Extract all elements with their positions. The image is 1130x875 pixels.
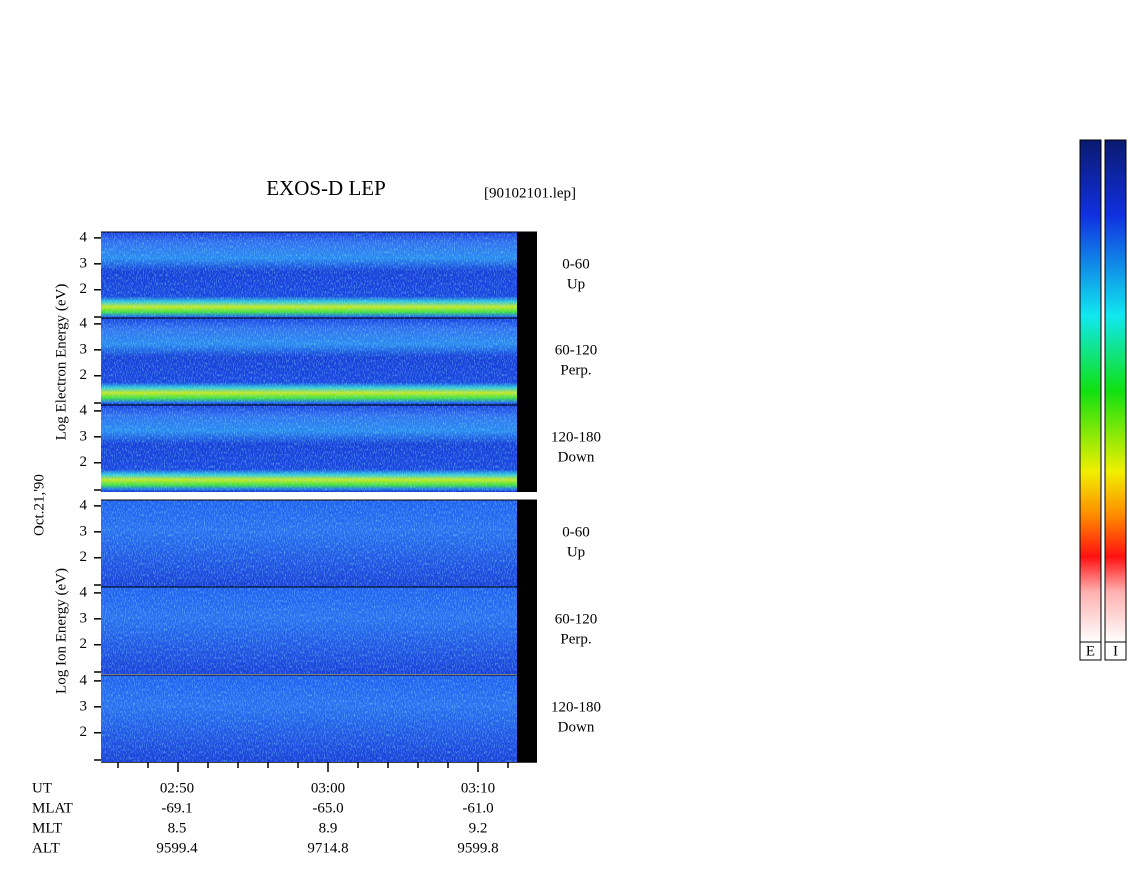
orbit-value: 9599.8 [457,840,498,856]
file-name: [90102101.lep] [484,185,576,201]
spectrogram-texture [101,318,517,405]
y-axis-label: Log Ion Energy (eV) [53,568,69,694]
spectrogram-texture [101,587,517,674]
colorbar-label-box [1104,641,1127,661]
direction: Down [558,719,595,735]
orbit-value: 03:10 [461,780,495,796]
orbit-label: UT [32,780,52,796]
orbit-label: ALT [32,840,60,856]
orbit-value: 8.9 [319,820,338,836]
orbit-label: MLT [32,820,62,836]
spectrogram-texture [101,675,517,762]
y-tick-label: 3 [80,610,88,626]
spectrogram-texture [101,232,517,319]
direction: Perp. [560,631,591,647]
orbit-value: 9714.8 [307,840,348,856]
pitch-angle: 0-60 [562,524,590,540]
y-tick-label: 4 [80,584,88,600]
y-tick-label: 2 [80,636,88,652]
y-tick-label: 4 [80,315,88,331]
orbit-value: -69.1 [161,800,192,816]
pitch-angle: 60-120 [555,342,598,358]
orbit-value: 03:00 [311,780,345,796]
y-tick-label: 2 [80,454,88,470]
pitch-angle: 60-120 [555,611,598,627]
spectrogram-texture [101,405,517,492]
chart-title: EXOS-D LEP [266,176,386,200]
y-tick-label: 3 [80,428,88,444]
y-tick-label: 3 [80,255,88,271]
orbit-value: -61.0 [462,800,493,816]
orbit-value: -65.0 [312,800,343,816]
y-tick-label: 2 [80,367,88,383]
y-tick-label: 2 [80,724,88,740]
orbit-value: 02:50 [160,780,194,796]
orbit-value: 8.5 [168,820,187,836]
y-tick-label: 4 [80,229,88,245]
direction: Perp. [560,362,591,378]
y-tick-label: 3 [80,341,88,357]
pitch-angle: 120-180 [551,699,601,715]
direction: Up [567,544,585,560]
y-tick-label: 4 [80,402,88,418]
orbit-value: 9.2 [469,820,488,836]
time-minor-ticks [117,762,509,772]
direction: Down [558,449,595,465]
spectrogram-blank [517,500,537,762]
direction: Up [567,276,585,292]
colorbar [1079,139,1102,643]
y-tick-label: 3 [80,523,88,539]
pitch-angle: 120-180 [551,429,601,445]
y-tick-label: 4 [80,497,88,513]
pitch-angle: 0-60 [562,256,590,272]
colorbar-label-box [1079,641,1102,661]
colorbar-label: E [1086,643,1095,659]
spectrogram-texture [101,500,517,587]
orbit-label: MLAT [32,800,73,816]
spectrogram-blank [517,232,537,492]
y-tick-label: 2 [80,281,88,297]
y-axis-label: Log Electron Energy (eV) [53,284,69,441]
y-tick-label: 4 [80,672,88,688]
colorbar [1104,139,1127,643]
orbit-value: 9599.4 [156,840,198,856]
y-tick-label: 3 [80,698,88,714]
y-tick-label: 2 [80,549,88,565]
date: Oct.21,'90 [31,474,47,536]
colorbar-label: I [1113,643,1118,659]
